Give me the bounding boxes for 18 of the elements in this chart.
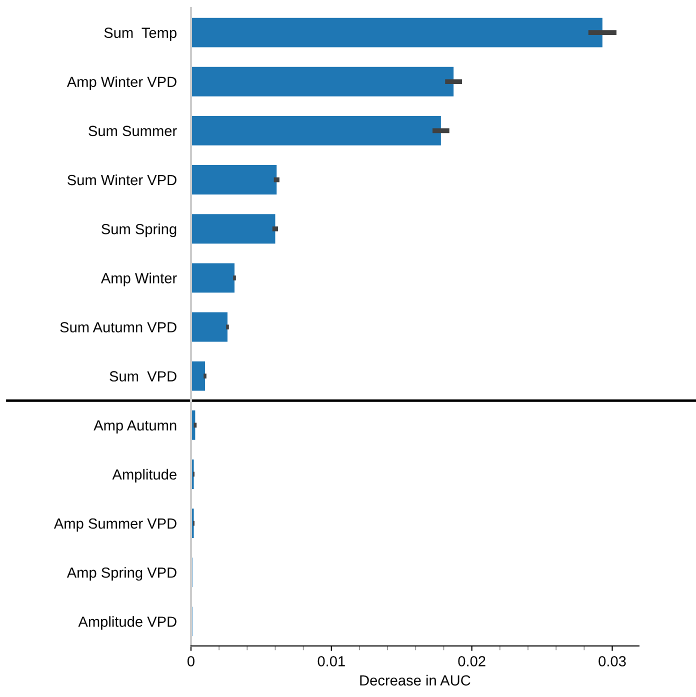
x-tick-label: 0.03 [598,656,626,666]
y-tick-label: Amp Summer VPD [54,518,176,532]
y-tick-label: Amp Winter VPD [66,76,176,90]
y-tick-label: Amplitude VPD [78,616,176,630]
x-tick-label: 0.01 [318,656,345,666]
y-tick-label: Amp Autumn [94,420,176,434]
y-tick-label: Sum Temp [104,28,176,41]
y-tick-label: Amplitude [112,468,176,483]
y-tick-label: Sum VPD [110,371,176,382]
y-tick-label: Sum Summer [88,126,177,136]
y-tick-label: Amp Spring VPD [66,567,176,581]
y-tick-label: Sum Autumn VPD [60,322,176,332]
y-tick-label: Sum Spring [102,224,176,238]
y-tick-label: Sum Winter VPD [68,174,176,186]
x-axis-title: Decrease in AUC [360,674,470,686]
y-tick-label: Amp Winter [100,272,177,286]
x-tick-label: 0 [187,656,194,666]
x-tick-label: 0.02 [458,656,486,666]
